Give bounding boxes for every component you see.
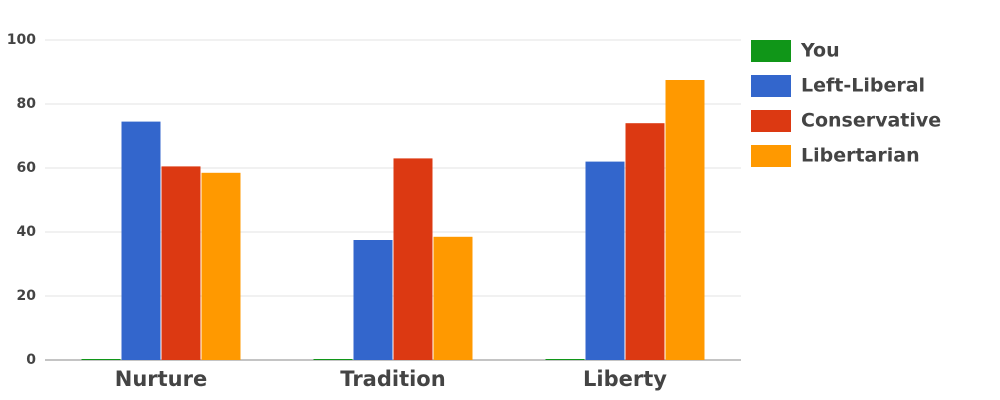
- legend-label: Left-Liberal: [801, 75, 925, 97]
- bar: [433, 236, 473, 360]
- x-tick-label: Nurture: [115, 367, 207, 391]
- bar: [201, 172, 241, 360]
- x-tick-label: Liberty: [583, 367, 667, 391]
- x-tick-label: Tradition: [340, 367, 445, 391]
- bar: [81, 359, 121, 360]
- bar: [121, 121, 161, 360]
- bar: [353, 240, 393, 360]
- legend-label: Libertarian: [801, 145, 920, 167]
- bar: [393, 158, 433, 360]
- bar: [665, 80, 705, 360]
- y-tick-label: 0: [26, 352, 36, 368]
- y-tick-label: 20: [17, 288, 37, 304]
- bar: [161, 166, 201, 360]
- bar: [625, 123, 665, 360]
- legend-swatch: [751, 145, 791, 167]
- legend-swatch: [751, 75, 791, 97]
- legend-label: You: [800, 40, 840, 62]
- y-tick-label: 60: [17, 160, 37, 176]
- y-tick-label: 80: [17, 96, 37, 112]
- legend-label: Conservative: [801, 110, 941, 132]
- bar: [313, 359, 353, 360]
- legend-swatch: [751, 110, 791, 132]
- legend-swatch: [751, 40, 791, 62]
- bar: [545, 359, 585, 360]
- bar: [585, 161, 625, 360]
- y-tick-label: 100: [7, 32, 36, 48]
- y-tick-label: 40: [17, 224, 37, 240]
